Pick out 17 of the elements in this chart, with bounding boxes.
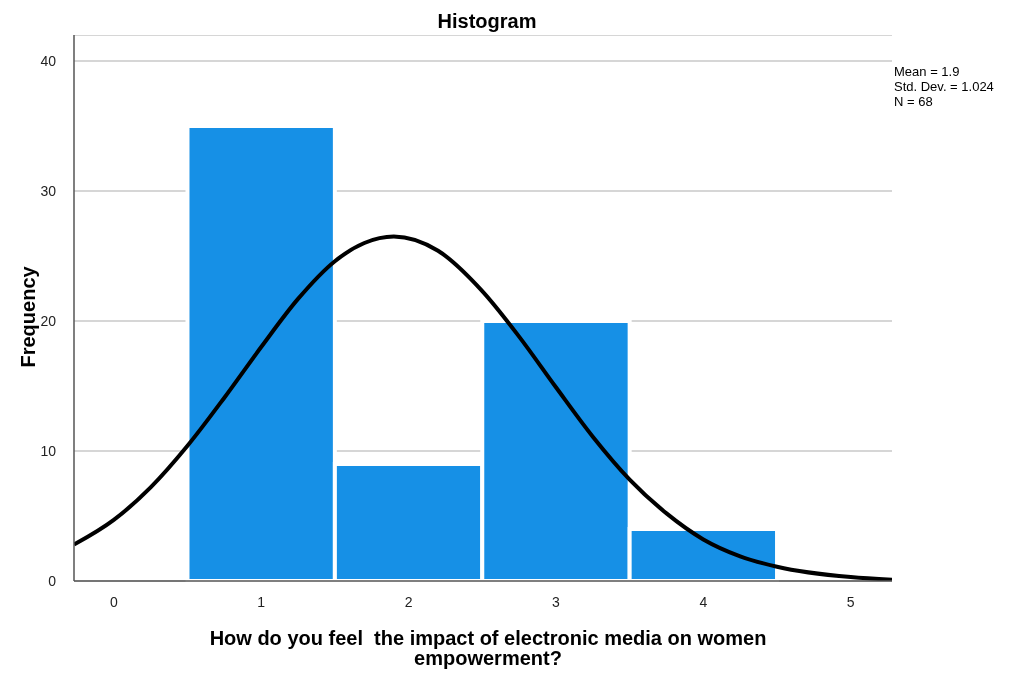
x-axis-title: How do you feel the impact of electronic media on women empowerment? [208,627,768,669]
x-tick-label: 3 [552,593,561,610]
y-tick-label: 40 [40,52,57,69]
x-tick-label: 1 [257,593,266,610]
x-tick-label: 4 [699,593,708,610]
y-tick-label: 0 [48,572,57,589]
y-tick-label: 10 [40,442,57,459]
y-axis-title: Frequency [16,266,40,368]
x-tick-label: 2 [404,593,413,610]
y-tick-label: 30 [40,182,57,199]
y-tick-label: 20 [40,312,57,329]
text: Std. Dev. = 1.024 [894,79,994,94]
x-tick-label: 0 [109,593,118,610]
text: N = 68 [894,94,934,109]
chart-title: Histogram [436,10,538,33]
text: Mean = 1.9 [894,64,961,79]
x-tick-label: 5 [846,593,855,610]
